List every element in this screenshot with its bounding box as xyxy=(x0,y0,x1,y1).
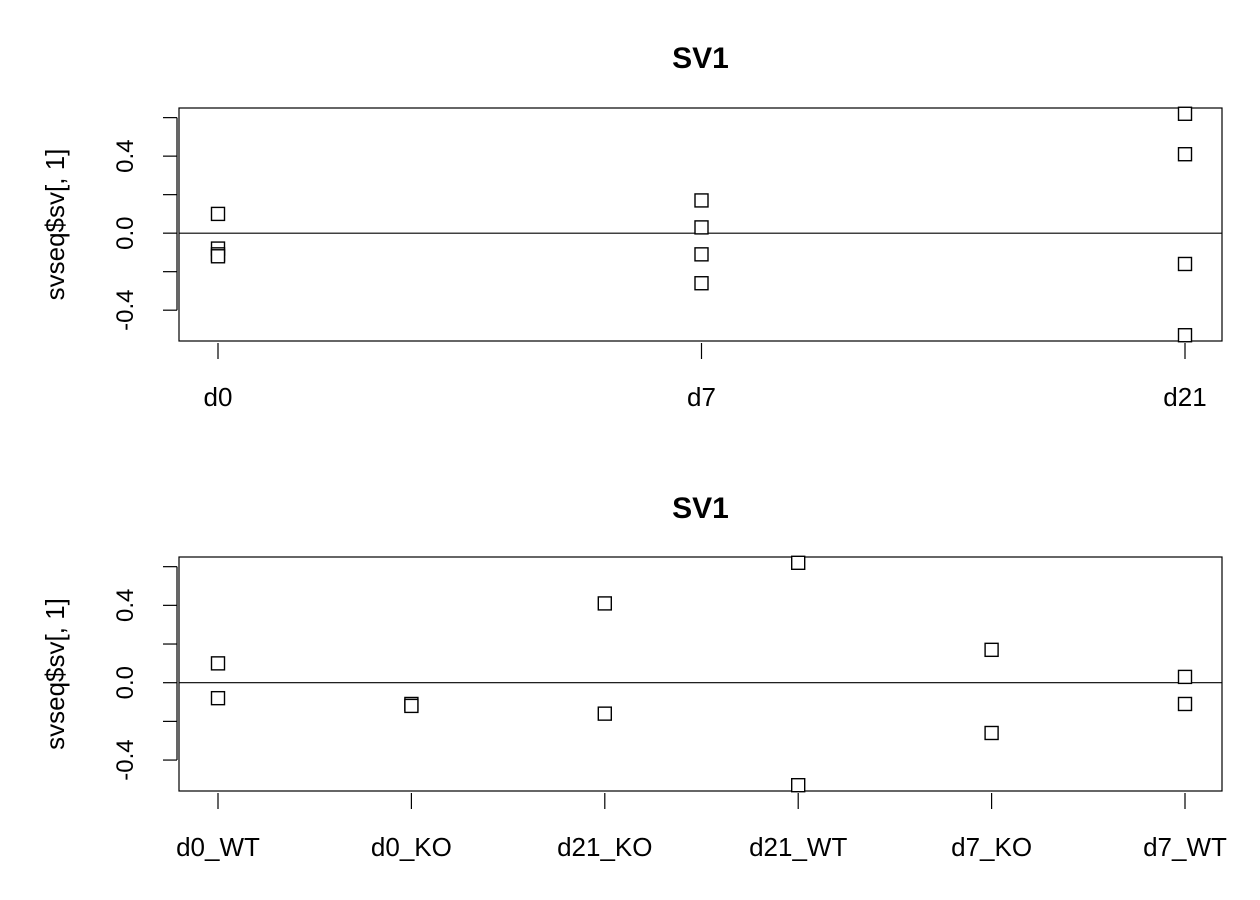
x-tick-label: d21_WT xyxy=(749,832,847,862)
data-point xyxy=(1177,256,1193,272)
plot-frame xyxy=(178,556,1223,792)
x-tick-label: d21_KO xyxy=(557,832,652,862)
data-point xyxy=(210,249,226,264)
x-tick-label: d0 xyxy=(204,382,233,412)
y-tick-label: -0.4 xyxy=(112,290,139,331)
data-point xyxy=(694,276,709,291)
x-tick-label: d7_KO xyxy=(951,832,1032,862)
data-point xyxy=(791,555,806,571)
data-point xyxy=(210,690,226,706)
chart-panel-top: SV1 -0.4 0.0 0.4 svseq$sv[, 1] d0 d7 d21 xyxy=(40,42,1223,412)
x-tick-label: d0_WT xyxy=(176,832,260,862)
plot-frame xyxy=(178,107,1223,342)
data-point xyxy=(791,777,806,793)
data-point xyxy=(1177,106,1193,121)
chart-title: SV1 xyxy=(672,492,729,525)
data-point xyxy=(210,206,226,222)
data-point xyxy=(597,706,612,721)
x-tick-label: d7 xyxy=(687,382,716,412)
y-tick-label: 0.4 xyxy=(112,139,139,172)
y-axis-label: svseq$sv[, 1] xyxy=(40,598,70,750)
y-tick-label: 0.0 xyxy=(112,666,139,699)
data-point xyxy=(597,596,612,611)
y-tick-label: 0.4 xyxy=(112,589,139,622)
data-point xyxy=(984,642,999,658)
x-tick-label: d7_WT xyxy=(1143,832,1227,862)
y-tick-label: 0.0 xyxy=(112,216,139,249)
y-tick-label: -0.4 xyxy=(112,739,139,780)
data-point xyxy=(1177,147,1193,162)
data-point xyxy=(694,220,709,235)
chart-panel-bottom: SV1 -0.4 0.0 0.4 svseq$sv[, 1] d0_WT d0_KO d21_… xyxy=(40,492,1227,862)
data-point xyxy=(404,698,419,714)
x-tick-label: d21 xyxy=(1163,382,1206,412)
data-point xyxy=(210,656,226,671)
data-point xyxy=(1177,696,1193,712)
x-tick-label: d0_KO xyxy=(371,832,452,862)
data-point xyxy=(984,725,999,741)
data-point xyxy=(1177,669,1193,685)
y-axis-label: svseq$sv[, 1] xyxy=(40,149,70,301)
data-point xyxy=(694,247,709,262)
data-point xyxy=(1177,328,1193,343)
chart-title: SV1 xyxy=(672,42,729,75)
data-point xyxy=(694,193,709,208)
